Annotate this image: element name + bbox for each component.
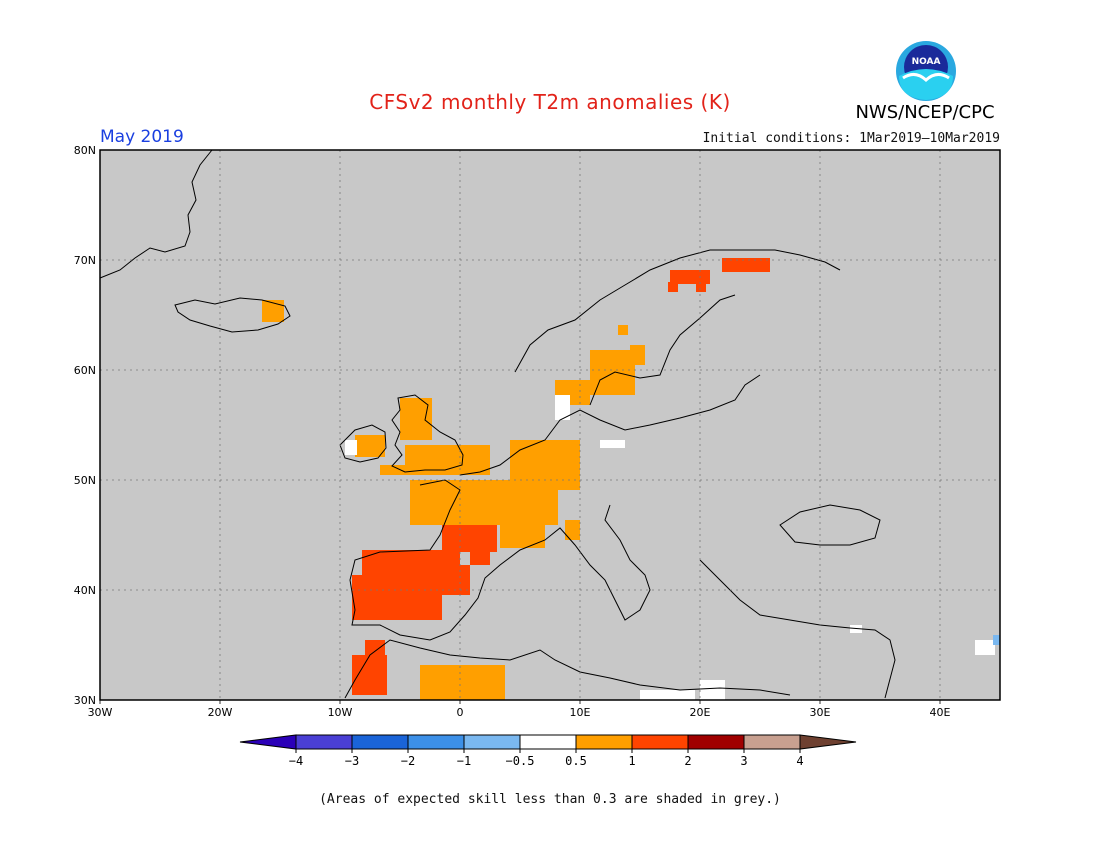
neutral-cell bbox=[345, 440, 357, 455]
forecast-month: May 2019 bbox=[100, 127, 184, 147]
anomaly-cell bbox=[430, 685, 450, 700]
coast-ireland bbox=[339, 424, 387, 463]
lon-label: 40E bbox=[930, 706, 951, 719]
anomaly-cell bbox=[630, 345, 645, 365]
legend-swatch bbox=[631, 734, 689, 750]
coast-greenland bbox=[99, 149, 213, 279]
legend-swatch bbox=[463, 734, 521, 750]
cool-cell bbox=[993, 635, 1000, 645]
legend-tick-label: −1 bbox=[457, 754, 471, 768]
neutral-cell bbox=[700, 680, 725, 700]
legend-tick-label: 3 bbox=[740, 754, 747, 768]
legend-tick-label: 2 bbox=[684, 754, 691, 768]
map-frame bbox=[99, 149, 1001, 701]
initial-conditions: Initial conditions: 1Mar2019–10Mar2019 bbox=[702, 131, 1000, 146]
lon-label: 20W bbox=[208, 706, 233, 719]
legend-tick-label: 4 bbox=[796, 754, 803, 768]
legend-tick-label: −3 bbox=[345, 754, 359, 768]
agency-label: NWS/NCEP/CPC bbox=[855, 102, 995, 123]
lat-label: 60N bbox=[74, 364, 96, 377]
anomaly-cell bbox=[262, 300, 284, 322]
longitude-labels: 30W 20W 10W 0 10E 20E 30E 40E bbox=[88, 706, 951, 719]
legend-swatch bbox=[519, 734, 577, 750]
anomaly-cell bbox=[400, 398, 432, 440]
lon-label: 20E bbox=[690, 706, 711, 719]
anomaly-cell bbox=[490, 668, 505, 698]
legend-swatch bbox=[687, 734, 745, 750]
legend-tick-label: 0.5 bbox=[565, 754, 587, 768]
latitude-labels: 30N 40N 50N 60N 70N 80N bbox=[74, 144, 96, 707]
neutral-cell bbox=[975, 640, 995, 655]
coast-continent bbox=[349, 374, 761, 641]
lat-label: 30N bbox=[74, 694, 96, 707]
lon-label: 30E bbox=[810, 706, 831, 719]
legend-tick-label: −2 bbox=[401, 754, 415, 768]
anomaly-cells bbox=[262, 258, 1000, 700]
legend-swatch bbox=[743, 734, 801, 750]
anomaly-cell bbox=[355, 435, 385, 457]
lat-label: 50N bbox=[74, 474, 96, 487]
lon-label: 10E bbox=[570, 706, 591, 719]
footnote: (Areas of expected skill less than 0.3 a… bbox=[319, 792, 781, 807]
legend-arrow-low bbox=[239, 734, 297, 750]
legend-tick-label: −0.5 bbox=[506, 754, 535, 768]
lon-label: 10W bbox=[328, 706, 353, 719]
lat-label: 70N bbox=[74, 254, 96, 267]
neutral-cell bbox=[640, 690, 695, 700]
legend-swatch bbox=[407, 734, 465, 750]
lat-label: 40N bbox=[74, 584, 96, 597]
coast-britain bbox=[391, 394, 464, 473]
lon-label: 30W bbox=[88, 706, 113, 719]
neutral-cell bbox=[600, 440, 625, 448]
neutral-cell bbox=[850, 625, 862, 633]
color-legend: −4 −3 −2 −1 −0.5 0.5 1 2 3 4 bbox=[239, 734, 857, 768]
noaa-logo-icon: NOAA bbox=[896, 41, 956, 101]
legend-tick-label: 1 bbox=[628, 754, 635, 768]
anomaly-cell bbox=[420, 500, 450, 525]
legend-swatch bbox=[295, 734, 353, 750]
coast-iceland bbox=[174, 297, 291, 333]
anomaly-cell bbox=[668, 282, 678, 292]
anomaly-cell bbox=[500, 520, 545, 548]
anomaly-cell bbox=[470, 545, 490, 565]
neutral-cell bbox=[555, 395, 570, 420]
legend-swatch bbox=[575, 734, 633, 750]
legend-tick-label: −4 bbox=[289, 754, 303, 768]
lon-label: 0 bbox=[457, 706, 464, 719]
anomaly-cell bbox=[722, 258, 770, 272]
map-background bbox=[100, 150, 1000, 700]
anomaly-cell bbox=[696, 282, 706, 292]
anomaly-cell bbox=[352, 575, 380, 620]
legend-swatch bbox=[351, 734, 409, 750]
anomaly-cell bbox=[365, 640, 385, 660]
coast-scandinavia bbox=[514, 249, 841, 406]
anomaly-cell bbox=[565, 520, 580, 540]
coast-black-sea bbox=[779, 504, 881, 546]
anomaly-cell bbox=[618, 325, 628, 335]
anomaly-cell bbox=[440, 550, 460, 570]
graticule bbox=[99, 150, 1000, 704]
lat-label: 80N bbox=[74, 144, 96, 157]
anomaly-cell bbox=[352, 655, 387, 695]
logo-text: NOAA bbox=[912, 57, 941, 67]
anomaly-cell bbox=[405, 445, 490, 475]
legend-arrow-high bbox=[799, 734, 857, 750]
coast-north-africa bbox=[344, 639, 791, 699]
anomaly-cell bbox=[670, 270, 710, 284]
chart-title: CFSv2 monthly T2m anomalies (K) bbox=[369, 90, 731, 114]
anomaly-cell bbox=[380, 465, 405, 475]
